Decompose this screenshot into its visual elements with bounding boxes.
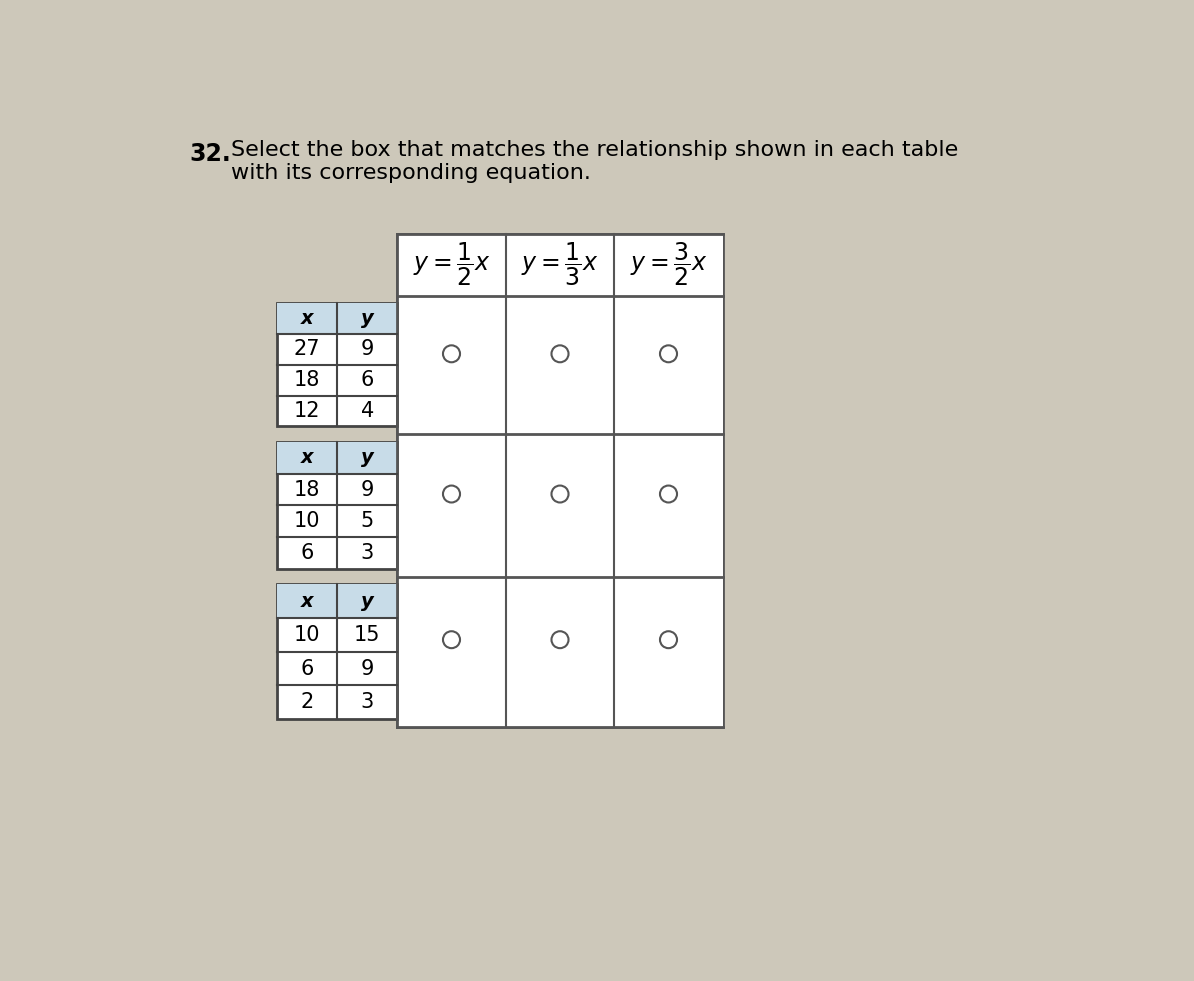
Bar: [277, 303, 398, 335]
Bar: [398, 234, 722, 727]
Bar: [277, 303, 398, 427]
Text: Select the box that matches the relationship shown in each table
with its corres: Select the box that matches the relation…: [230, 140, 958, 183]
Text: $y = \dfrac{3}{2}x$: $y = \dfrac{3}{2}x$: [629, 241, 707, 288]
Text: x: x: [301, 309, 314, 329]
Text: 32.: 32.: [190, 141, 232, 166]
Text: 18: 18: [294, 370, 320, 390]
Text: 3: 3: [361, 693, 374, 712]
Bar: [398, 295, 722, 435]
Text: y: y: [361, 448, 374, 467]
Text: 5: 5: [361, 511, 374, 532]
Text: y: y: [361, 592, 374, 611]
Text: 10: 10: [294, 625, 320, 645]
Text: 9: 9: [361, 658, 374, 679]
Text: 6: 6: [361, 370, 374, 390]
Bar: [398, 577, 722, 727]
Bar: [277, 441, 398, 569]
Text: 9: 9: [361, 339, 374, 359]
Bar: [277, 585, 398, 618]
Text: 6: 6: [301, 543, 314, 563]
Text: 6: 6: [301, 658, 314, 679]
Text: 3: 3: [361, 543, 374, 563]
Text: 18: 18: [294, 480, 320, 499]
Text: 12: 12: [294, 401, 320, 421]
Text: $y = \dfrac{1}{3}x$: $y = \dfrac{1}{3}x$: [521, 241, 599, 288]
Text: 10: 10: [294, 511, 320, 532]
Bar: [277, 585, 398, 719]
Bar: [398, 435, 722, 577]
Text: 27: 27: [294, 339, 320, 359]
Text: $y = \dfrac{1}{2}x$: $y = \dfrac{1}{2}x$: [413, 241, 491, 288]
Text: 2: 2: [301, 693, 314, 712]
Text: x: x: [301, 592, 314, 611]
Text: x: x: [301, 448, 314, 467]
Bar: [277, 441, 398, 474]
Text: 15: 15: [353, 625, 381, 645]
Text: y: y: [361, 309, 374, 329]
Bar: [398, 234, 722, 295]
Text: 9: 9: [361, 480, 374, 499]
Text: 4: 4: [361, 401, 374, 421]
